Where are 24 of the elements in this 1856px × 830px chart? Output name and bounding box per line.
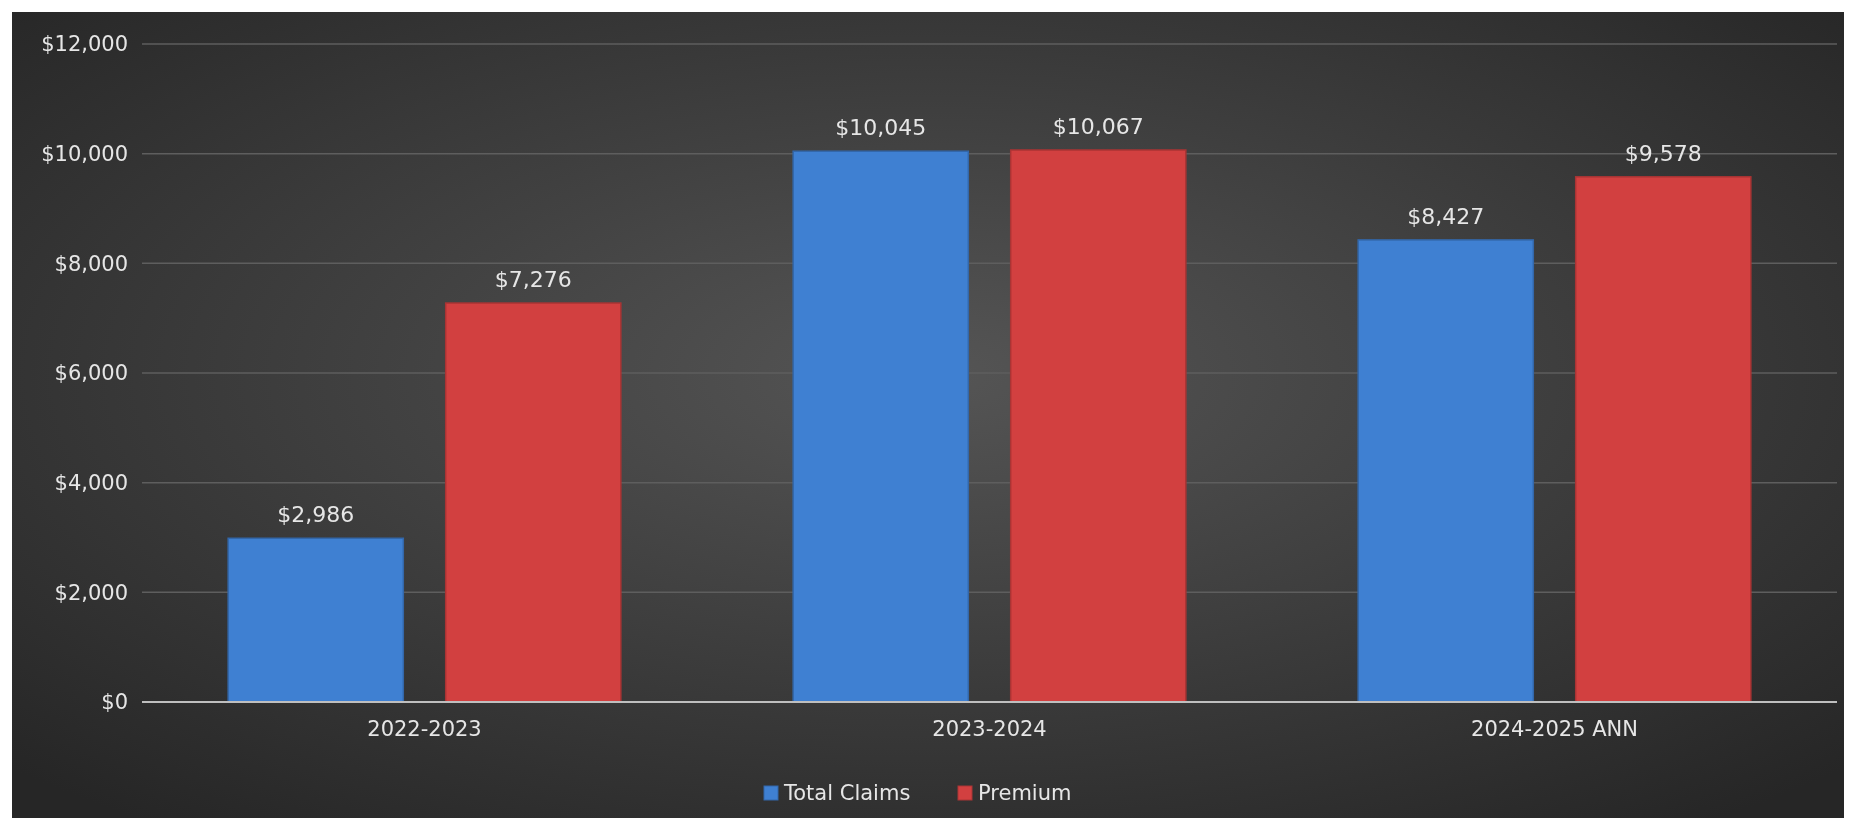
- x-tick-label: 2024-2025 ANN: [1471, 717, 1638, 741]
- bar: [1357, 239, 1535, 703]
- data-label: $7,276: [494, 267, 572, 293]
- data-label: $10,045: [835, 115, 927, 141]
- data-label: $8,427: [1407, 203, 1485, 229]
- data-label: $9,578: [1624, 140, 1702, 166]
- bar: [227, 537, 405, 703]
- y-tick-label: $4,000: [54, 471, 128, 496]
- bar: [444, 302, 622, 703]
- bar: [792, 150, 970, 703]
- bar: [1009, 149, 1187, 703]
- data-label: $10,067: [1052, 113, 1144, 139]
- bar: [1574, 176, 1752, 703]
- y-tick-label: $2,000: [54, 580, 128, 605]
- x-tick-label: 2022-2023: [367, 717, 482, 741]
- x-tick-label: 2023-2024: [932, 717, 1047, 741]
- y-tick-label: $0: [101, 690, 128, 715]
- legend-label: Total Claims: [783, 781, 911, 806]
- y-tick-label: $6,000: [54, 361, 128, 386]
- y-tick-label: $8,000: [54, 251, 128, 276]
- data-label: $2,986: [277, 502, 355, 528]
- y-tick-label: $10,000: [41, 142, 128, 167]
- legend-label: Premium: [978, 781, 1072, 806]
- y-tick-label: $12,000: [41, 32, 128, 57]
